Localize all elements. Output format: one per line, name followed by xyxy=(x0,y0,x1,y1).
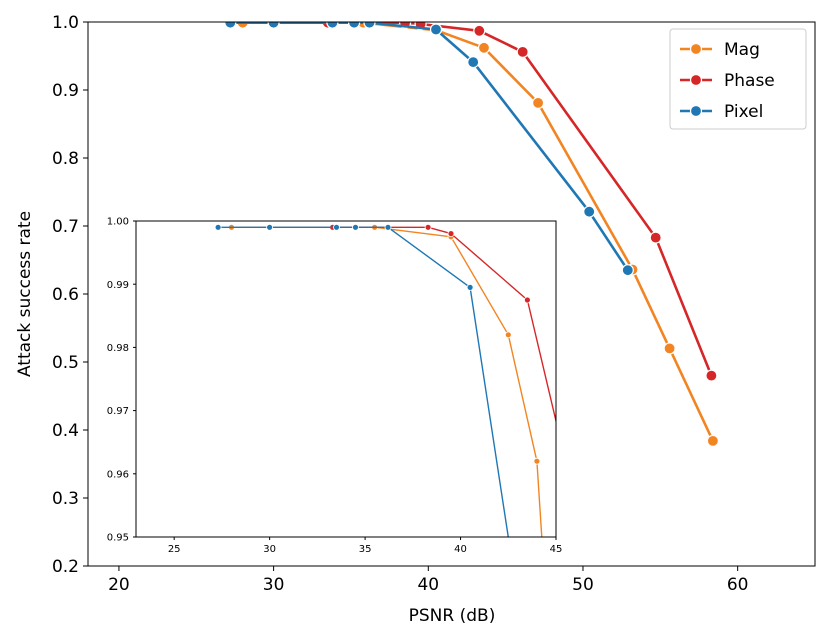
main-point-phase xyxy=(705,369,718,382)
main-point-pixel xyxy=(429,23,443,36)
inset-x-tick-label: 30 xyxy=(263,544,276,555)
inset-point-phase xyxy=(424,223,432,231)
inset-x-tick-label: 40 xyxy=(454,544,467,555)
inset-x-tick-label: 25 xyxy=(168,544,181,555)
inset-point-pixel xyxy=(466,283,474,291)
main-point-mag xyxy=(477,41,491,54)
legend-label-phase: Phase xyxy=(724,71,775,91)
inset-point-mag xyxy=(533,457,541,465)
legend: Mag Phase Pixel xyxy=(669,28,807,130)
inset-point-pixel xyxy=(352,223,359,231)
legend-box xyxy=(669,28,807,130)
inset-point-phase xyxy=(563,458,569,464)
inset-frame-rect xyxy=(135,220,557,538)
inset-point-mag xyxy=(504,331,512,339)
inset-y-tick-label: 1.00 xyxy=(107,217,129,228)
main-y-tick-label: 0.8 xyxy=(52,149,79,169)
main-x-tick-label: 40 xyxy=(417,575,439,595)
main-y-tick-label: 0.7 xyxy=(52,217,79,237)
y-axis-label: Attack success rate xyxy=(15,211,35,377)
inset-plot-lines xyxy=(214,223,569,553)
inset-y-tick-label: 0.99 xyxy=(107,280,129,291)
main-y-tick-label: 0.5 xyxy=(52,353,79,373)
inset-x-tick-label: 45 xyxy=(550,544,563,555)
x-axis-label: PSNR (dB) xyxy=(409,606,496,626)
main-axes-ticks: 20 30 40 50 60 0.2 0.3 0.4 0.5 0.6 0.7 0.8 0.9 1.0 xyxy=(52,13,749,595)
inset-point-pixel xyxy=(333,223,340,231)
main-point-pixel xyxy=(326,22,339,29)
inset-y-tick-label: 0.97 xyxy=(107,406,129,417)
inset-point-pixel xyxy=(214,223,222,231)
main-x-tick-label: 50 xyxy=(572,575,594,595)
inset-axes-ticks: 25 30 35 40 45 0.95 0.96 0.97 0.98 0.99 1.00 xyxy=(107,217,563,555)
legend-label-mag: Mag xyxy=(724,40,760,60)
legend-marker-pixel xyxy=(689,104,703,118)
main-point-pixel xyxy=(224,22,237,29)
main-point-mag xyxy=(531,96,545,110)
inset-axes-frame xyxy=(135,220,557,538)
main-point-mag xyxy=(706,434,720,447)
inset-point-pixel xyxy=(384,223,392,231)
inset-point-pixel xyxy=(266,223,274,231)
main-point-pixel xyxy=(267,22,280,29)
main-y-tick-label: 0.2 xyxy=(52,557,79,577)
inset-point-phase xyxy=(524,296,531,304)
main-y-tick-label: 0.3 xyxy=(52,489,79,509)
inset-x-tick-label: 35 xyxy=(359,544,372,555)
inset-y-tick-label: 0.98 xyxy=(107,343,129,354)
inset-point-pixel xyxy=(507,547,513,553)
inset-point-mag xyxy=(540,547,546,553)
legend-label-pixel: Pixel xyxy=(724,102,763,122)
main-y-tick-label: 1.0 xyxy=(52,13,79,33)
main-y-tick-label: 0.6 xyxy=(52,285,79,305)
main-point-phase xyxy=(649,231,662,244)
main-x-tick-label: 60 xyxy=(727,575,749,595)
main-point-pixel xyxy=(467,55,480,69)
main-point-mag xyxy=(663,342,676,355)
main-point-phase xyxy=(516,45,529,59)
main-point-pixel xyxy=(583,205,596,218)
legend-marker-phase xyxy=(689,73,703,87)
main-x-tick-label: 30 xyxy=(263,575,285,595)
main-plot-lines xyxy=(224,22,720,447)
inset-y-tick-label: 0.96 xyxy=(107,469,129,480)
legend-marker-mag xyxy=(689,42,703,56)
main-point-pixel xyxy=(363,22,376,29)
main-x-tick-label: 20 xyxy=(108,575,130,595)
main-y-tick-label: 0.9 xyxy=(52,81,79,101)
inset-background xyxy=(136,221,556,537)
inset-y-tick-label: 0.95 xyxy=(107,533,129,544)
main-point-pixel xyxy=(348,22,361,29)
inset-chart: 25 30 35 40 45 0.95 0.96 0.97 0.98 0.99 1.00 xyxy=(107,217,569,555)
inset-point-phase xyxy=(447,230,455,238)
main-y-tick-label: 0.4 xyxy=(52,421,79,441)
main-point-pixel xyxy=(621,264,634,277)
main-point-phase xyxy=(473,24,486,37)
